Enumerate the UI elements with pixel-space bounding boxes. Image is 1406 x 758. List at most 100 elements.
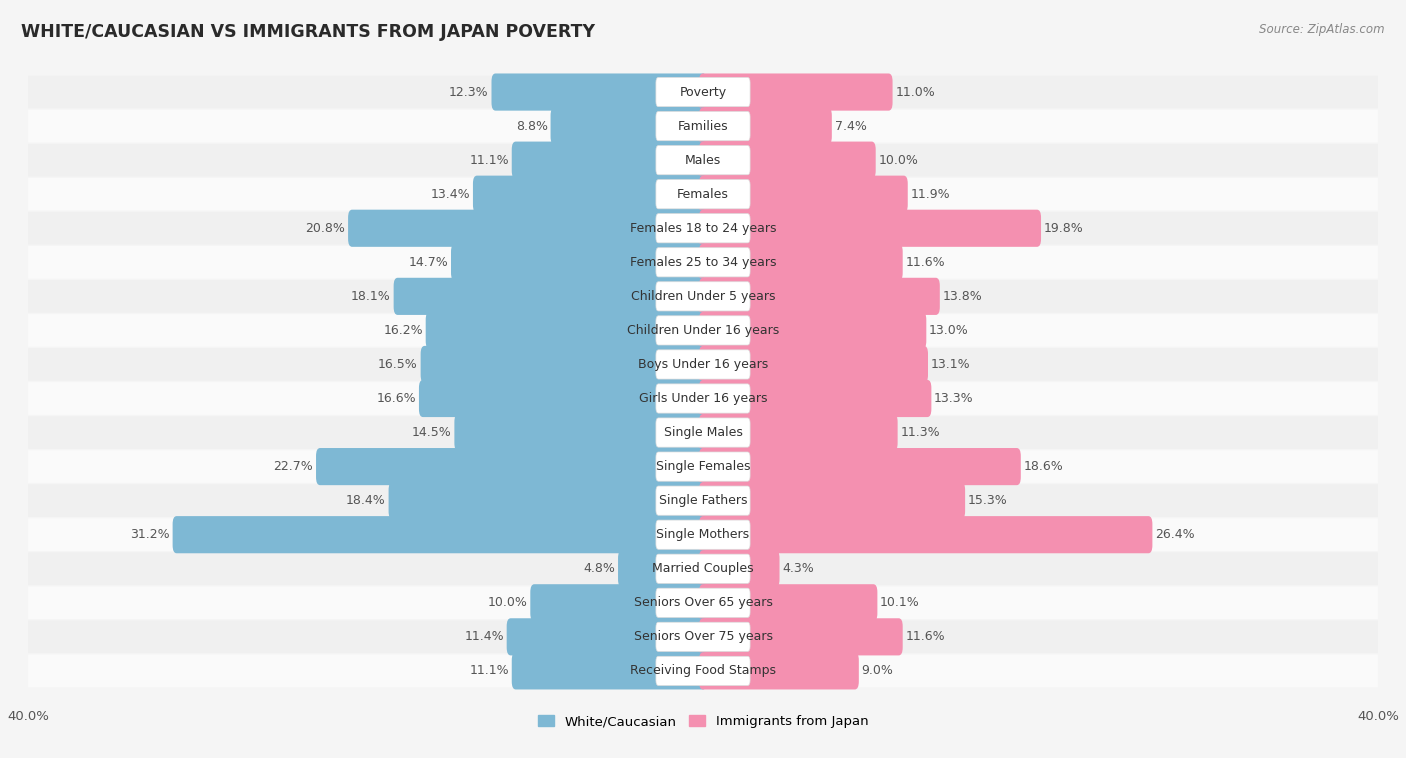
FancyBboxPatch shape — [28, 246, 1378, 279]
FancyBboxPatch shape — [657, 282, 749, 311]
Text: 19.8%: 19.8% — [1043, 222, 1084, 235]
FancyBboxPatch shape — [316, 448, 707, 485]
Text: Females 18 to 24 years: Females 18 to 24 years — [630, 222, 776, 235]
FancyBboxPatch shape — [699, 312, 927, 349]
FancyBboxPatch shape — [454, 414, 707, 451]
Text: 10.1%: 10.1% — [880, 597, 920, 609]
Text: Children Under 5 years: Children Under 5 years — [631, 290, 775, 303]
FancyBboxPatch shape — [699, 448, 1021, 485]
FancyBboxPatch shape — [619, 550, 707, 587]
FancyBboxPatch shape — [28, 314, 1378, 346]
Text: Single Females: Single Females — [655, 460, 751, 473]
Text: 26.4%: 26.4% — [1156, 528, 1195, 541]
FancyBboxPatch shape — [699, 516, 1153, 553]
Text: 4.8%: 4.8% — [583, 562, 616, 575]
Text: Single Mothers: Single Mothers — [657, 528, 749, 541]
Text: 18.6%: 18.6% — [1024, 460, 1063, 473]
FancyBboxPatch shape — [28, 655, 1378, 688]
FancyBboxPatch shape — [28, 178, 1378, 211]
Legend: White/Caucasian, Immigrants from Japan: White/Caucasian, Immigrants from Japan — [533, 709, 873, 733]
FancyBboxPatch shape — [699, 142, 876, 179]
Text: Seniors Over 75 years: Seniors Over 75 years — [634, 631, 772, 644]
Text: 8.8%: 8.8% — [516, 120, 548, 133]
Text: 7.4%: 7.4% — [835, 120, 866, 133]
FancyBboxPatch shape — [349, 210, 707, 247]
FancyBboxPatch shape — [657, 350, 749, 379]
Text: 18.1%: 18.1% — [352, 290, 391, 303]
Text: Receiving Food Stamps: Receiving Food Stamps — [630, 665, 776, 678]
Text: Single Males: Single Males — [664, 426, 742, 439]
FancyBboxPatch shape — [699, 346, 928, 383]
FancyBboxPatch shape — [657, 656, 749, 685]
FancyBboxPatch shape — [657, 622, 749, 651]
FancyBboxPatch shape — [451, 244, 707, 281]
FancyBboxPatch shape — [28, 144, 1378, 177]
Text: 13.1%: 13.1% — [931, 358, 970, 371]
FancyBboxPatch shape — [530, 584, 707, 622]
FancyBboxPatch shape — [657, 554, 749, 584]
FancyBboxPatch shape — [657, 214, 749, 243]
Text: 15.3%: 15.3% — [967, 494, 1008, 507]
FancyBboxPatch shape — [28, 518, 1378, 551]
Text: 10.0%: 10.0% — [879, 154, 918, 167]
FancyBboxPatch shape — [657, 77, 749, 107]
FancyBboxPatch shape — [657, 384, 749, 413]
FancyBboxPatch shape — [657, 486, 749, 515]
FancyBboxPatch shape — [28, 212, 1378, 245]
Text: Boys Under 16 years: Boys Under 16 years — [638, 358, 768, 371]
Text: Source: ZipAtlas.com: Source: ZipAtlas.com — [1260, 23, 1385, 36]
FancyBboxPatch shape — [699, 176, 908, 213]
Text: 20.8%: 20.8% — [305, 222, 346, 235]
Text: 11.6%: 11.6% — [905, 631, 945, 644]
FancyBboxPatch shape — [28, 621, 1378, 653]
FancyBboxPatch shape — [426, 312, 707, 349]
Text: 11.0%: 11.0% — [896, 86, 935, 99]
Text: Males: Males — [685, 154, 721, 167]
Text: WHITE/CAUCASIAN VS IMMIGRANTS FROM JAPAN POVERTY: WHITE/CAUCASIAN VS IMMIGRANTS FROM JAPAN… — [21, 23, 595, 41]
FancyBboxPatch shape — [699, 414, 897, 451]
FancyBboxPatch shape — [512, 142, 707, 179]
Text: 14.7%: 14.7% — [409, 255, 449, 269]
FancyBboxPatch shape — [28, 484, 1378, 517]
Text: Girls Under 16 years: Girls Under 16 years — [638, 392, 768, 405]
FancyBboxPatch shape — [551, 108, 707, 145]
Text: Seniors Over 65 years: Seniors Over 65 years — [634, 597, 772, 609]
Text: 13.4%: 13.4% — [430, 188, 470, 201]
FancyBboxPatch shape — [420, 346, 707, 383]
Text: 11.6%: 11.6% — [905, 255, 945, 269]
FancyBboxPatch shape — [657, 180, 749, 208]
FancyBboxPatch shape — [28, 280, 1378, 313]
Text: 11.4%: 11.4% — [464, 631, 503, 644]
FancyBboxPatch shape — [657, 146, 749, 175]
Text: 11.9%: 11.9% — [911, 188, 950, 201]
FancyBboxPatch shape — [492, 74, 707, 111]
Text: 16.2%: 16.2% — [384, 324, 423, 337]
Text: Married Couples: Married Couples — [652, 562, 754, 575]
Text: Children Under 16 years: Children Under 16 years — [627, 324, 779, 337]
FancyBboxPatch shape — [28, 382, 1378, 415]
FancyBboxPatch shape — [699, 74, 893, 111]
Text: Poverty: Poverty — [679, 86, 727, 99]
FancyBboxPatch shape — [699, 482, 965, 519]
FancyBboxPatch shape — [699, 584, 877, 622]
FancyBboxPatch shape — [699, 619, 903, 656]
Text: 11.1%: 11.1% — [470, 665, 509, 678]
FancyBboxPatch shape — [699, 653, 859, 690]
FancyBboxPatch shape — [28, 76, 1378, 108]
Text: 16.5%: 16.5% — [378, 358, 418, 371]
Text: Families: Families — [678, 120, 728, 133]
Text: 10.0%: 10.0% — [488, 597, 527, 609]
FancyBboxPatch shape — [28, 416, 1378, 449]
Text: 14.5%: 14.5% — [412, 426, 451, 439]
Text: 13.0%: 13.0% — [929, 324, 969, 337]
Text: 4.3%: 4.3% — [782, 562, 814, 575]
Text: 12.3%: 12.3% — [449, 86, 489, 99]
FancyBboxPatch shape — [173, 516, 707, 553]
FancyBboxPatch shape — [506, 619, 707, 656]
FancyBboxPatch shape — [699, 108, 832, 145]
FancyBboxPatch shape — [657, 520, 749, 550]
FancyBboxPatch shape — [657, 452, 749, 481]
FancyBboxPatch shape — [699, 244, 903, 281]
Text: Females 25 to 34 years: Females 25 to 34 years — [630, 255, 776, 269]
Text: 13.3%: 13.3% — [934, 392, 974, 405]
